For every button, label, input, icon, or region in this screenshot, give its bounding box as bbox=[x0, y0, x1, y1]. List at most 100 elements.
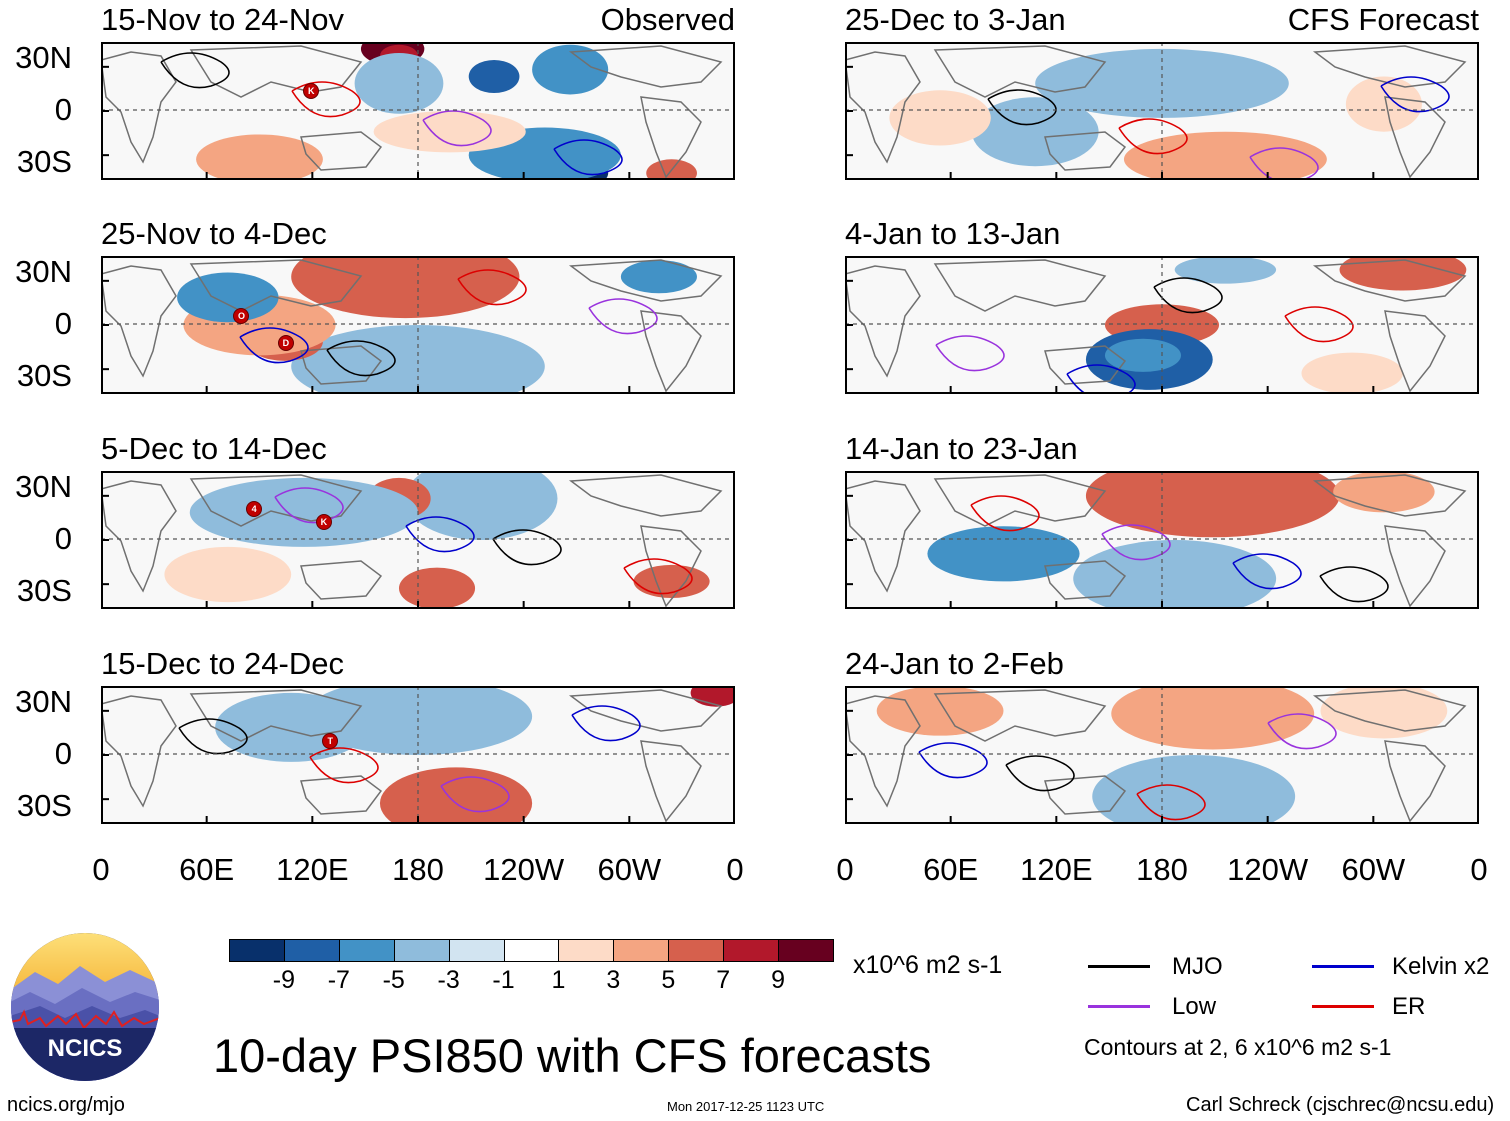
contour-line bbox=[239, 327, 309, 364]
legend-line-kelvin bbox=[1312, 965, 1374, 968]
anomaly-blob bbox=[1339, 256, 1467, 291]
colorbar-tick-label: 5 bbox=[661, 966, 676, 994]
panel-title: 15-Nov to 24-Nov bbox=[101, 2, 344, 37]
coastline bbox=[300, 131, 383, 171]
panel-title: 14-Jan to 23-Jan bbox=[845, 431, 1078, 466]
anomaly-map bbox=[101, 686, 735, 824]
colorbar-segment bbox=[558, 939, 615, 962]
anomaly-blob bbox=[398, 567, 476, 609]
contour-line bbox=[1118, 118, 1188, 155]
legend-label-kelvin: Kelvin x2 bbox=[1392, 953, 1490, 980]
coastline bbox=[189, 259, 363, 312]
anomaly-map bbox=[101, 471, 735, 609]
main-title: 10-day PSI850 with CFS forecasts bbox=[213, 1029, 932, 1082]
lat-label: 30S bbox=[16, 788, 72, 823]
legend-line-er bbox=[1312, 1005, 1374, 1008]
lon-label: 60W bbox=[1341, 852, 1406, 887]
lat-label: 30N bbox=[15, 254, 72, 289]
contour-line bbox=[1284, 306, 1354, 343]
contour-line bbox=[1101, 524, 1171, 561]
storm-marker: 4 bbox=[246, 501, 263, 518]
coastline bbox=[933, 689, 1107, 742]
colorbar-segment bbox=[338, 939, 395, 962]
coastline bbox=[1044, 775, 1127, 815]
contour-line bbox=[1267, 713, 1337, 750]
coastline bbox=[101, 265, 177, 378]
coastline bbox=[845, 51, 921, 164]
lat-label: 30S bbox=[16, 144, 72, 179]
colorbar-segment bbox=[668, 939, 725, 962]
colorbar-segment bbox=[448, 939, 505, 962]
logo-text: NCICS bbox=[48, 1035, 123, 1062]
coastline bbox=[189, 474, 363, 527]
anomaly-blob bbox=[1174, 256, 1277, 284]
contour-line bbox=[623, 558, 693, 595]
anomaly-map bbox=[101, 42, 735, 180]
anomaly-map bbox=[845, 471, 1479, 609]
anomaly-blob bbox=[468, 59, 520, 94]
anomaly-blob bbox=[291, 325, 545, 394]
contour-line bbox=[1380, 76, 1450, 113]
footer-url[interactable]: ncics.org/mjo bbox=[7, 1094, 125, 1116]
contour-line bbox=[1319, 566, 1389, 603]
contour-line bbox=[274, 487, 344, 524]
contour-line bbox=[291, 81, 361, 118]
coastline bbox=[1312, 474, 1467, 517]
colorbar-segment bbox=[778, 939, 834, 962]
coastline bbox=[189, 689, 363, 742]
legend-label-mjo: MJO bbox=[1172, 953, 1223, 980]
anomaly-blob bbox=[1123, 131, 1327, 180]
contour-line bbox=[457, 269, 527, 306]
colorbar-segment bbox=[393, 939, 450, 962]
colorbar-tick-label: 3 bbox=[606, 966, 621, 994]
lon-label: 0 bbox=[836, 852, 854, 887]
anomaly-blob bbox=[196, 134, 323, 180]
coastline bbox=[845, 480, 921, 593]
coastline bbox=[568, 689, 723, 732]
coastline bbox=[101, 695, 177, 808]
lon-label: 120E bbox=[1020, 852, 1093, 887]
lon-label: 180 bbox=[1136, 852, 1188, 887]
contour-line bbox=[160, 52, 230, 89]
lon-label: 0 bbox=[726, 852, 744, 887]
ncics-logo: NCICS bbox=[11, 933, 159, 1081]
lat-label: 0 bbox=[54, 92, 72, 127]
anomaly-blob bbox=[889, 90, 991, 146]
contour-line bbox=[918, 742, 988, 779]
panel-title: 5-Dec to 14-Dec bbox=[101, 431, 327, 466]
contour-line bbox=[309, 747, 379, 784]
contour-line bbox=[987, 89, 1057, 126]
lat-label: 0 bbox=[54, 306, 72, 341]
anomaly-map bbox=[845, 42, 1479, 180]
lon-label: 0 bbox=[1470, 852, 1488, 887]
coastline bbox=[1384, 96, 1446, 179]
contour-line bbox=[492, 529, 562, 566]
coastline bbox=[568, 474, 723, 517]
colorbar-tick-label: 9 bbox=[771, 966, 786, 994]
coastline bbox=[1044, 560, 1127, 600]
coastline bbox=[568, 45, 723, 88]
colorbar-tick-label: -1 bbox=[492, 966, 515, 994]
anomaly-blob bbox=[532, 44, 609, 95]
lat-label: 30S bbox=[16, 358, 72, 393]
storm-marker: D bbox=[277, 334, 294, 351]
anomaly-map bbox=[845, 256, 1479, 394]
anomaly-blob bbox=[1333, 471, 1435, 513]
anomaly-blob bbox=[1345, 76, 1422, 132]
panel-title: 24-Jan to 2-Feb bbox=[845, 646, 1064, 681]
anomaly-blob bbox=[1092, 755, 1296, 824]
colorbar-units: x10^6 m2 s-1 bbox=[853, 951, 1003, 979]
coastline bbox=[1044, 345, 1127, 385]
lon-label: 180 bbox=[392, 852, 444, 887]
storm-marker: O bbox=[233, 308, 250, 325]
coastline bbox=[933, 474, 1107, 527]
anomaly-map bbox=[845, 686, 1479, 824]
colorbar-segment bbox=[613, 939, 670, 962]
lon-label: 0 bbox=[92, 852, 110, 887]
contour-line bbox=[1005, 755, 1075, 792]
colorbar bbox=[229, 939, 834, 962]
legend-line-low bbox=[1088, 1005, 1150, 1008]
legend-label-er: ER bbox=[1392, 993, 1426, 1020]
lat-label: 30N bbox=[15, 684, 72, 719]
coastline bbox=[640, 740, 702, 823]
